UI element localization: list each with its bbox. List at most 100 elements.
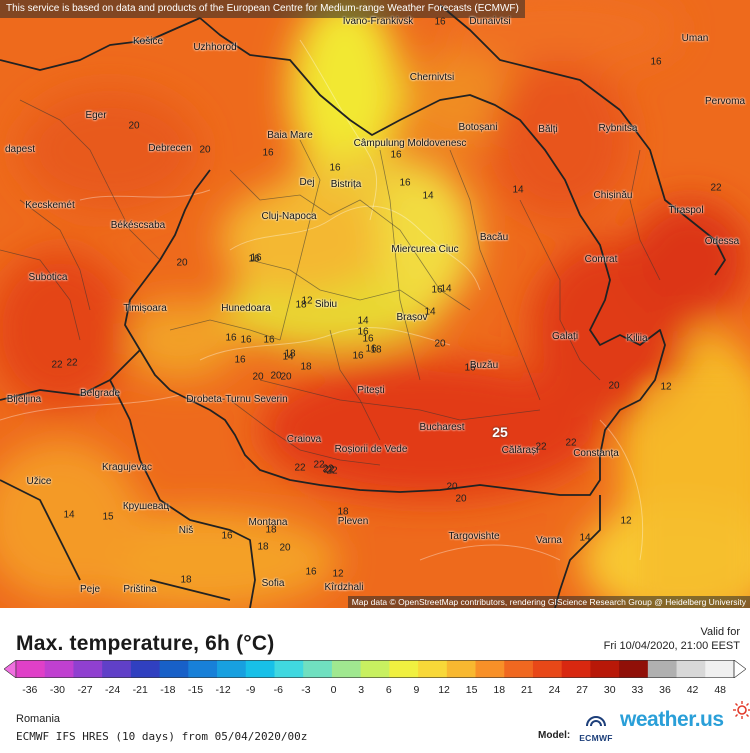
scale-tick-label: 21 — [521, 684, 533, 696]
isotherm-label: 18 — [337, 506, 349, 518]
isotherm-label: 12 — [660, 381, 672, 393]
scale-tick-label: -36 — [22, 684, 38, 696]
isotherm-label: 20 — [446, 481, 458, 493]
scale-swatch — [217, 660, 247, 678]
isotherm-label: 16 — [248, 253, 260, 265]
scale-swatch — [504, 660, 534, 678]
city-label: Kiliia — [626, 332, 648, 344]
scale-tick-label: -3 — [301, 684, 311, 696]
region-label: Romania — [16, 713, 61, 725]
isotherm-label: 20 — [252, 371, 264, 383]
scale-swatch — [475, 660, 505, 678]
isotherm-label: 16 — [352, 350, 364, 362]
city-label: Odessa — [704, 235, 740, 247]
isotherm-label: 16 — [305, 566, 317, 578]
scale-swatch — [188, 660, 218, 678]
scale-swatch — [274, 660, 304, 678]
scale-swatch — [590, 660, 620, 678]
scale-swatch — [647, 660, 678, 678]
attribution-bottom: Map data © OpenStreetMap contributors, r… — [347, 596, 750, 608]
city-label: Békéscsaba — [110, 219, 166, 231]
isotherm-label: 22 — [313, 459, 325, 471]
city-label: Крушевац — [122, 500, 170, 512]
scale-tick-label: -9 — [246, 684, 256, 696]
city-label: Dunaivtsi — [469, 15, 511, 27]
isotherm-label: 18 — [300, 361, 312, 373]
weather-us-sun-icon — [733, 701, 750, 719]
scale-tick-label: -24 — [105, 684, 121, 696]
isotherm-label: 22 — [66, 357, 78, 369]
scale-swatch — [446, 660, 477, 678]
city-label: Roșiorii de Vede — [334, 443, 408, 455]
isotherm-label: 22 — [51, 359, 63, 371]
city-label: Eger — [85, 109, 107, 121]
scale-ticks: -36 -30 -27 -24 -21 -18 -15 -12 -9 -6 -3 0 3 6 9 12 15 18… — [0, 684, 750, 698]
scale-swatch — [16, 660, 46, 678]
scale-frame — [15, 660, 735, 678]
isotherm-label: 14 — [440, 283, 452, 295]
city-label: Kîrdzhali — [324, 581, 364, 593]
city-label: Buzău — [469, 359, 499, 371]
scale-tick-label: 42 — [686, 684, 699, 696]
isotherm-label: 12 — [620, 515, 632, 527]
city-label: Sofia — [261, 577, 285, 589]
ecmwf-logo-text: ECMWF — [579, 733, 613, 743]
isotherm-label: 18 — [257, 541, 269, 553]
city-label: Tiraspol — [668, 204, 704, 216]
city-label: Užice — [26, 475, 52, 487]
city-label: dapest — [4, 143, 36, 155]
isotherm-label: 16 — [399, 177, 411, 189]
isotherm-label: 14 — [282, 351, 294, 363]
isotherm-label: 16 — [464, 362, 476, 374]
scale-tick-label: 48 — [714, 684, 727, 696]
isotherm-label: 16 — [357, 326, 369, 338]
city-label: Galați — [551, 330, 579, 342]
scale-swatch — [130, 660, 161, 678]
scale-tick-label: -6 — [273, 684, 284, 696]
scale-tick-label: 3 — [358, 684, 365, 696]
color-scale — [4, 660, 746, 678]
scale-tick-label: 0 — [330, 684, 337, 696]
isotherm-label: 22 — [710, 182, 722, 194]
city-label: Rybnitsa — [598, 122, 638, 134]
scale-tick-label: 18 — [493, 684, 506, 696]
scale-swatch — [245, 660, 275, 678]
valid-date: Fri 10/04/2020, 21:00 EEST — [603, 640, 740, 652]
city-label: Sibiu — [314, 298, 338, 310]
isotherm-label: 20 — [199, 144, 211, 156]
city-label: Constanța — [573, 447, 619, 459]
city-label: Bălți — [538, 123, 558, 135]
city-label: Botoșani — [458, 121, 498, 133]
city-label: Brașov — [396, 311, 428, 323]
scale-tick-label: 27 — [576, 684, 588, 696]
isotherm-label: 20 — [176, 257, 188, 269]
isotherm-label: 16 — [263, 334, 275, 346]
isotherm-label: 22 — [535, 441, 547, 453]
city-label: Comrat — [584, 253, 618, 265]
isotherm-label: 18 — [295, 299, 307, 311]
scale-swatch — [705, 660, 735, 678]
scale-tick-label: 36 — [659, 684, 671, 696]
city-label: Chișinău — [593, 189, 633, 201]
weather-map[interactable]: This service is based on data and produc… — [0, 0, 750, 608]
ecmwf-logo-icon[interactable]: ECMWF — [576, 714, 616, 743]
isotherm-label: 16 — [240, 334, 252, 346]
city-label: Montana — [248, 516, 288, 528]
isotherm-label: 22 — [326, 465, 338, 477]
city-label: Hunedoara — [221, 302, 271, 314]
city-label: Drobeta-Turnu Severin — [186, 393, 288, 405]
city-label: Călărași — [501, 444, 539, 456]
isotherm-label: 20 — [128, 120, 140, 132]
scale-swatch — [360, 660, 390, 678]
scale-tick-label: 12 — [438, 684, 450, 696]
city-label: Bistrița — [330, 178, 362, 190]
city-label: Bucharest — [419, 421, 465, 433]
temperature-field — [0, 0, 750, 608]
scale-min-arrow — [4, 660, 17, 678]
scale-swatch — [331, 660, 362, 678]
isotherm-label: 16 — [365, 343, 377, 355]
isotherm-label: 22 — [322, 463, 334, 475]
city-label: Craiova — [286, 433, 322, 445]
isotherm-label: 16 — [250, 252, 262, 264]
weather-us-logo[interactable]: weather.us — [620, 701, 750, 732]
